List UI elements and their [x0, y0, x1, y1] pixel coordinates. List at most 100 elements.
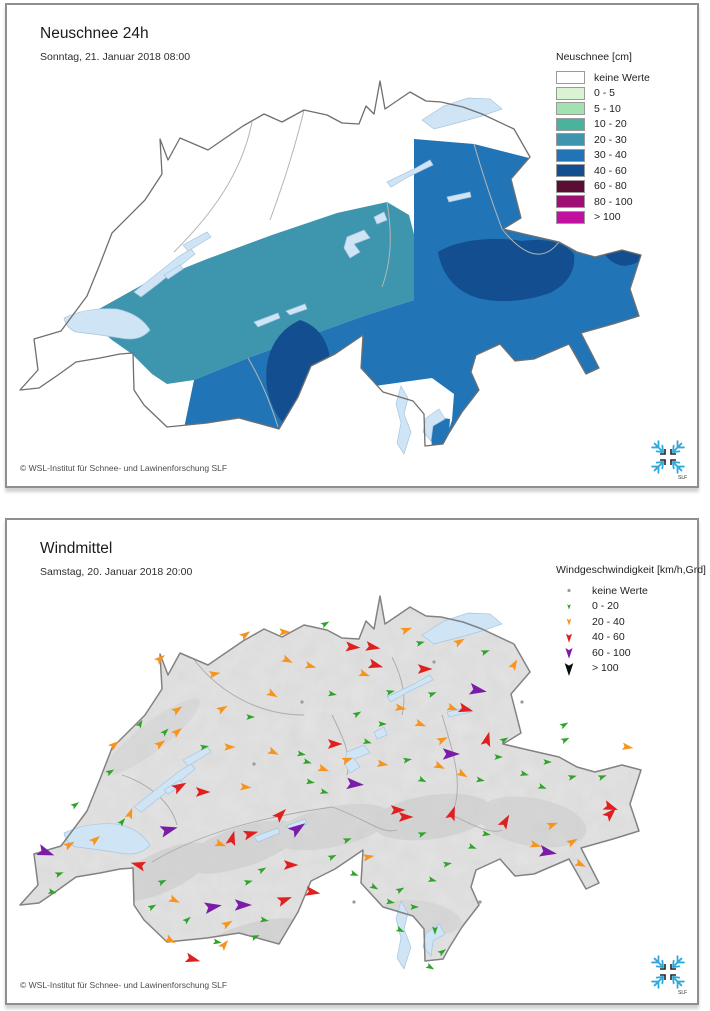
- wind-arrow: [508, 659, 518, 671]
- snow-subtitle: Sonntag, 21. Januar 2018 08:00: [40, 51, 191, 63]
- wind-legend-row: 60 - 100: [556, 645, 706, 661]
- snow-legend-swatch: [556, 195, 585, 209]
- wind-arrow: [602, 807, 617, 822]
- wind-arrow: [147, 904, 157, 912]
- wind-arrow: [543, 759, 552, 765]
- wind-arrow: [432, 926, 438, 935]
- wind-arrow: [414, 718, 427, 727]
- wind-arrow: [345, 641, 361, 652]
- wind-arrow-icon: [565, 648, 573, 659]
- wind-arrow: [279, 628, 291, 636]
- wind-legend-label: 0 - 20: [592, 600, 619, 613]
- wind-arrow: [171, 706, 183, 716]
- snow-legend-swatch: [556, 164, 585, 178]
- wind-arrow: [346, 777, 364, 790]
- snow-legend-label: 20 - 30: [594, 133, 627, 146]
- no-value-dot: [432, 660, 436, 664]
- wind-arrow: [124, 807, 133, 820]
- wind-arrow: [400, 627, 413, 636]
- wind-arrow: [480, 650, 490, 656]
- snow-legend-label: 40 - 60: [594, 164, 627, 177]
- wind-arrow: [402, 757, 412, 764]
- snow-legend-row: 5 - 10: [556, 101, 650, 117]
- wind-arrow: [499, 737, 509, 745]
- wind-arrow: [367, 658, 384, 669]
- wind-arrow: [467, 843, 477, 849]
- snow-legend: Neuschnee [cm] keine Werte 0 - 5 5 - 10 10 …: [556, 51, 650, 225]
- wind-legend-label: keine Werte: [592, 584, 648, 597]
- snow-legend-row: 60 - 80: [556, 179, 650, 195]
- snow-legend-label: 5 - 10: [594, 102, 621, 115]
- wind-arrow: [362, 854, 375, 862]
- wind-arrow: [378, 721, 387, 727]
- wind-arrow: [36, 844, 55, 856]
- snow-region-borders: [173, 109, 560, 428]
- no-value-dot: [300, 700, 304, 704]
- snow-legend-swatch: [556, 148, 585, 162]
- wind-arrow: [135, 719, 143, 729]
- wind-arrow: [242, 830, 259, 841]
- wind-arrow: [70, 802, 80, 810]
- snow-legend-row: 20 - 30: [556, 132, 650, 148]
- no-value-dot: [352, 900, 356, 904]
- wind-arrow: [567, 775, 577, 781]
- snow-legend-swatch: [556, 86, 585, 100]
- wind-arrow: [475, 776, 485, 783]
- wind-arrow: [88, 835, 100, 846]
- wind-arrow: [305, 778, 315, 785]
- wind-arrow: [159, 826, 178, 838]
- wind-arrow: [597, 775, 607, 781]
- snow-legend-swatch: [556, 117, 585, 131]
- wind-arrow: [317, 763, 330, 772]
- slf-logo-text: SLF: [678, 475, 687, 481]
- wind-arrow: [456, 768, 468, 778]
- wind-arrow: [199, 744, 209, 751]
- wind-arrow: [266, 688, 278, 698]
- wind-arrow: [358, 668, 371, 677]
- wind-arrow: [559, 722, 569, 730]
- wind-arrow: [385, 898, 395, 905]
- wind-arrow: [243, 880, 253, 886]
- wind-arrow: [453, 638, 465, 648]
- wind-arrow: [239, 631, 251, 641]
- snow-legend-label: 30 - 40: [594, 149, 627, 162]
- wind-arrow: [433, 760, 445, 769]
- snow-legend-swatch: [556, 179, 585, 193]
- wind-arrow: [157, 879, 167, 887]
- wind-arrow: [54, 872, 64, 878]
- wind-arrow: [362, 738, 372, 744]
- wind-arrow: [170, 727, 182, 738]
- snow-legend-row: 30 - 40: [556, 148, 650, 164]
- snow-title: Neuschnee 24h: [40, 25, 149, 42]
- wind-arrow: [398, 812, 414, 822]
- wind-map-panel: SLF Windmittel Samstag, 20. Januar 2018 …: [5, 518, 706, 1005]
- snow-legend-label: 0 - 5: [594, 87, 616, 100]
- wind-legend-label: 20 - 40: [592, 615, 625, 628]
- wind-legend-row: keine Werte: [556, 583, 706, 599]
- wind-arrow: [164, 934, 176, 944]
- wind-arrow: [267, 746, 279, 755]
- wind-arrow: [168, 894, 180, 903]
- no-value-dot: [520, 700, 524, 704]
- wind-arrow: [349, 870, 359, 876]
- wind-arrow: [574, 858, 586, 867]
- wind-arrow: [130, 861, 147, 872]
- wind-arrow: [341, 757, 354, 766]
- snow-legend-swatch: [556, 210, 585, 224]
- wind-arrow: [494, 754, 503, 760]
- wind-arrow: [225, 830, 236, 847]
- snow-legend-label: > 100: [594, 211, 621, 224]
- wind-arrow: [257, 867, 267, 875]
- wind-arrow: [621, 742, 634, 750]
- wind-arrow: [296, 750, 306, 757]
- snow-legend-row: > 100: [556, 210, 650, 226]
- snow-legend-swatch: [556, 133, 585, 147]
- wind-arrow: [240, 782, 252, 791]
- wind-legend-row: > 100: [556, 661, 706, 677]
- snow-legend-row: 0 - 5: [556, 86, 650, 102]
- wind-arrow: [208, 671, 221, 679]
- wind-arrow: [154, 740, 166, 750]
- wind-legend-row: 0 - 20: [556, 599, 706, 615]
- wind-arrow: [153, 654, 165, 665]
